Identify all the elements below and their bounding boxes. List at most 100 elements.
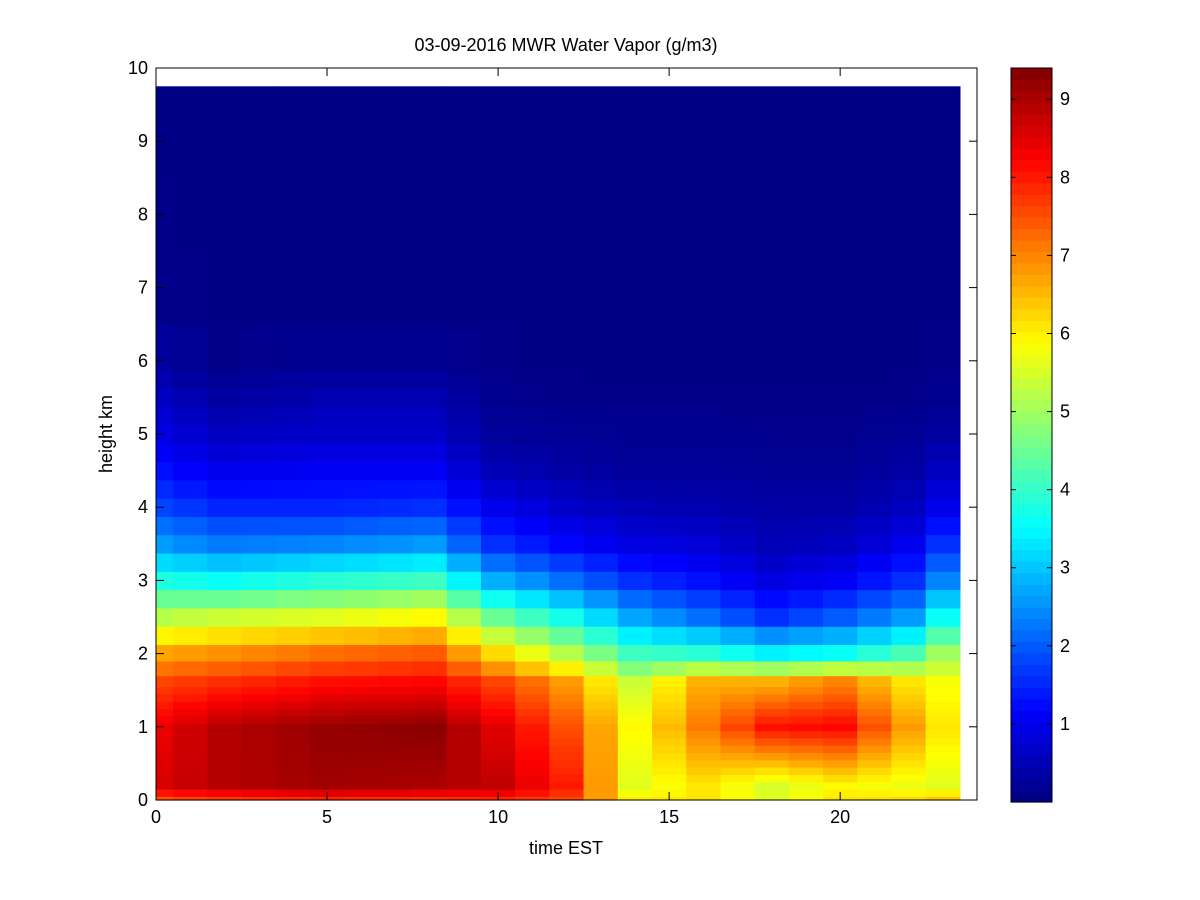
heatmap-cell: [720, 589, 756, 609]
heatmap-cells: [156, 86, 961, 801]
heatmap-cell: [891, 113, 927, 179]
heatmap-cell: [857, 369, 893, 389]
heatmap-cell: [275, 686, 311, 695]
heatmap-cell: [480, 552, 516, 572]
heatmap-cell: [891, 737, 927, 746]
heatmap-cell: [241, 675, 277, 688]
heatmap-cell: [925, 498, 961, 517]
heatmap-cell: [173, 552, 208, 572]
colorbar-swatch: [1011, 68, 1052, 81]
heatmap-cell: [378, 461, 414, 481]
heatmap-cell: [446, 113, 482, 179]
heatmap-cell: [207, 552, 243, 572]
heatmap-cell: [378, 388, 414, 408]
heatmap-cell: [275, 644, 311, 662]
heatmap-cell: [173, 388, 208, 408]
colorbar-tick-label: 1: [1060, 714, 1070, 734]
heatmap-cell: [583, 660, 619, 677]
colorbar-swatch: [1011, 641, 1052, 654]
heatmap-cell: [891, 324, 927, 371]
heatmap-cell: [446, 534, 482, 554]
heatmap-cell: [480, 571, 516, 591]
heatmap-cell: [925, 686, 961, 695]
heatmap-cell: [754, 443, 790, 463]
heatmap-cell: [549, 730, 585, 739]
heatmap-cell: [275, 781, 311, 790]
heatmap-cell: [823, 324, 858, 371]
heatmap-cell: [378, 516, 414, 536]
heatmap-cell: [378, 723, 414, 732]
heatmap-cell: [309, 534, 345, 554]
heatmap-cell: [309, 479, 345, 499]
heatmap-cell: [857, 745, 893, 754]
heatmap-cell: [344, 715, 379, 724]
heatmap-cell: [309, 516, 345, 536]
heatmap-cell: [788, 626, 824, 646]
heatmap-cell: [754, 324, 790, 371]
heatmap-cell: [891, 443, 927, 463]
heatmap-cell: [515, 406, 550, 426]
heatmap-cell: [617, 660, 653, 677]
heatmap-cell: [686, 589, 722, 609]
heatmap-cell: [173, 607, 208, 627]
heatmap-cell: [412, 443, 448, 463]
heatmap-cell: [515, 589, 550, 609]
heatmap-cell: [652, 660, 687, 677]
heatmap-cell: [891, 789, 927, 797]
heatmap-cell: [344, 660, 379, 677]
heatmap-cell: [754, 86, 790, 115]
heatmap-cell: [207, 324, 243, 371]
heatmap-cell: [788, 767, 824, 775]
heatmap-cell: [891, 644, 927, 662]
heatmap-cell: [754, 461, 790, 481]
heatmap-cell: [686, 369, 722, 389]
heatmap-cell: [207, 723, 243, 732]
heatmap-cell: [378, 701, 414, 710]
heatmap-cell: [446, 675, 482, 688]
heatmap-cell: [720, 251, 756, 325]
heatmap-cell: [583, 251, 619, 325]
heatmap-cell: [480, 498, 516, 517]
heatmap-cell: [857, 461, 893, 481]
heatmap-cell: [925, 461, 961, 481]
heatmap-cell: [549, 701, 585, 710]
heatmap-cell: [686, 388, 722, 408]
heatmap-cell: [446, 424, 482, 444]
heatmap-cell: [412, 781, 448, 790]
heatmap-cell: [241, 607, 277, 627]
heatmap-cell: [549, 534, 585, 554]
heatmap-cell: [275, 388, 311, 408]
heatmap-cell: [823, 759, 858, 768]
heatmap-cell: [344, 675, 379, 688]
heatmap-cell: [583, 675, 619, 688]
heatmap-cell: [925, 693, 961, 702]
heatmap-cell: [788, 406, 824, 426]
heatmap-cell: [617, 644, 653, 662]
heatmap-cell: [378, 607, 414, 627]
heatmap-cell: [720, 723, 756, 732]
colorbar-frame: [1010, 67, 1053, 803]
heatmap-cell: [515, 701, 550, 710]
heatmap-cell: [925, 86, 961, 115]
heatmap-cell: [891, 534, 927, 554]
heatmap-cell: [241, 369, 277, 389]
heatmap-cell: [720, 534, 756, 554]
heatmap-cell: [823, 644, 858, 662]
heatmap-cell: [156, 715, 174, 724]
heatmap-cell: [788, 789, 824, 797]
heatmap-cell: [788, 693, 824, 702]
heatmap-cell: [891, 660, 927, 677]
heatmap-cell: [891, 589, 927, 609]
colorbar-swatch: [1011, 721, 1052, 734]
heatmap-cell: [344, 552, 379, 572]
heatmap-cell: [446, 406, 482, 426]
heatmap-cell: [241, 424, 277, 444]
heatmap-cell: [378, 644, 414, 662]
heatmap-cell: [241, 759, 277, 768]
heatmap-cell: [549, 660, 585, 677]
heatmap-cell: [754, 737, 790, 746]
heatmap-cell: [207, 759, 243, 768]
heatmap-cell: [925, 660, 961, 677]
heatmap-cell: [241, 701, 277, 710]
heatmap-cell: [515, 789, 550, 797]
